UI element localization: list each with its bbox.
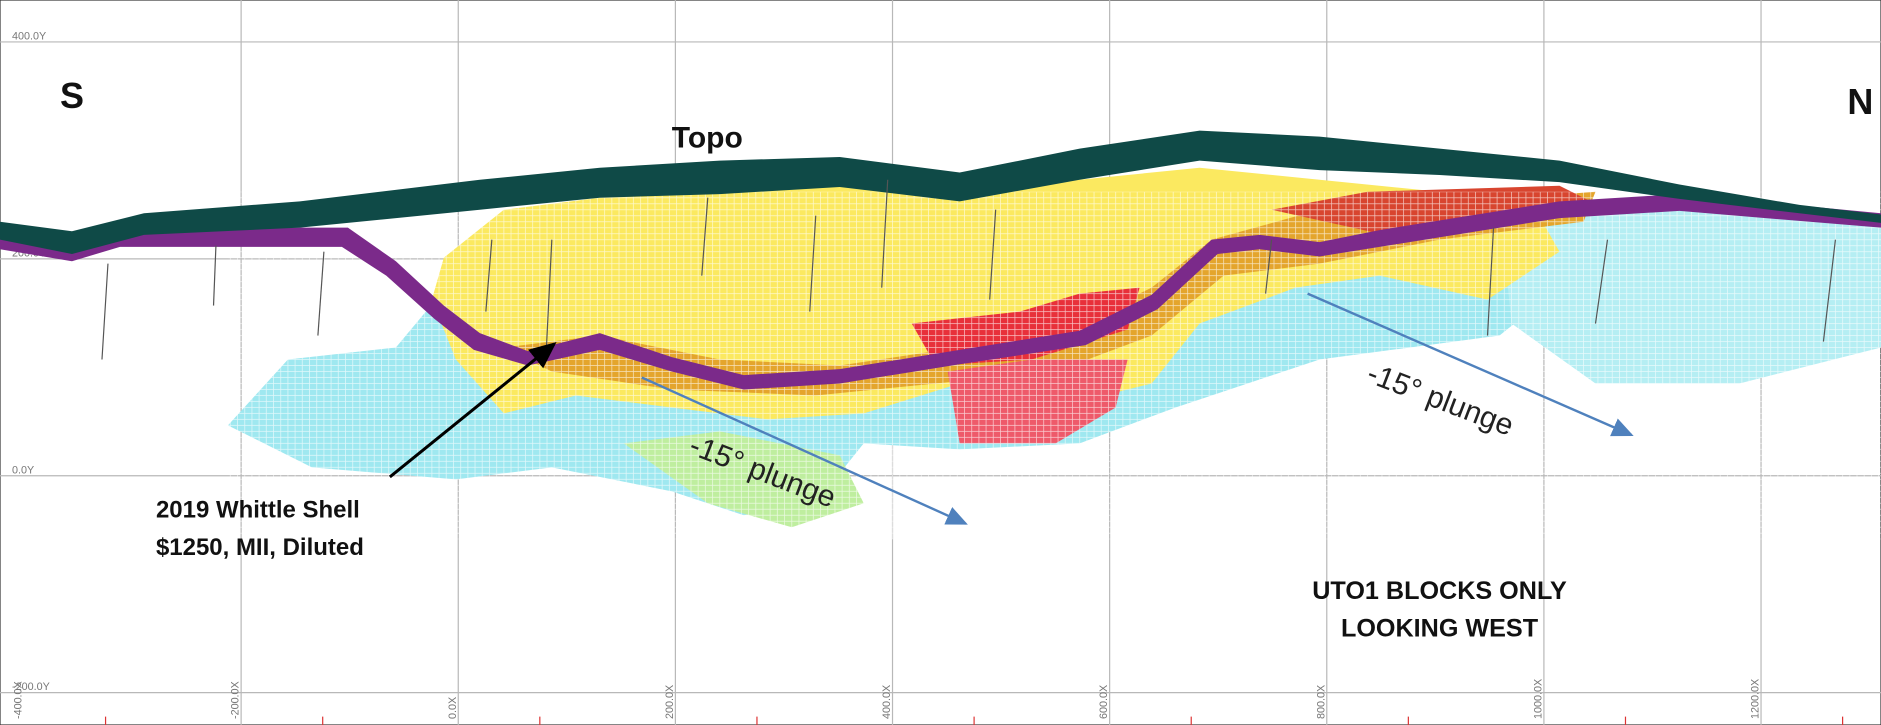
plunge-arrow xyxy=(641,376,968,525)
block-grid xyxy=(227,191,1881,540)
callout-arrow xyxy=(388,342,557,479)
x-grid-label: -400.0X xyxy=(13,681,25,719)
x-grid-label: -200.0X xyxy=(230,681,242,719)
shell-label: 2019 Whittle Shell xyxy=(156,497,360,524)
shell-label: $1250, MII, Diluted xyxy=(156,534,364,561)
topography xyxy=(0,130,1881,255)
x-grid-label: 200.0X xyxy=(664,685,676,719)
x-grid-label: 800.0X xyxy=(1315,685,1327,719)
pit-shell xyxy=(0,194,1881,390)
drill-holes xyxy=(101,179,1837,360)
south-label: S xyxy=(60,75,84,116)
x-grid-label: 1000.0X xyxy=(1533,679,1545,719)
x-grid-label: 400.0X xyxy=(881,685,893,719)
note-label: UTO1 BLOCKS ONLY xyxy=(1312,577,1567,605)
note-label: LOOKING WEST xyxy=(1341,614,1539,642)
y-grid-label: -200.0Y xyxy=(12,681,50,693)
block-model xyxy=(227,167,1881,540)
y-grid-label: 0.0Y xyxy=(12,464,34,476)
x-grid-label: 600.0X xyxy=(1098,685,1110,719)
x-grid-label: 0.0X xyxy=(447,697,459,719)
x-grid-label: 1200.0X xyxy=(1750,679,1762,719)
plunge-arrow xyxy=(1307,292,1634,437)
topo-label: Topo xyxy=(672,121,743,154)
y-grid-label: 400.0Y xyxy=(12,31,46,43)
north-label: N xyxy=(1847,81,1873,122)
